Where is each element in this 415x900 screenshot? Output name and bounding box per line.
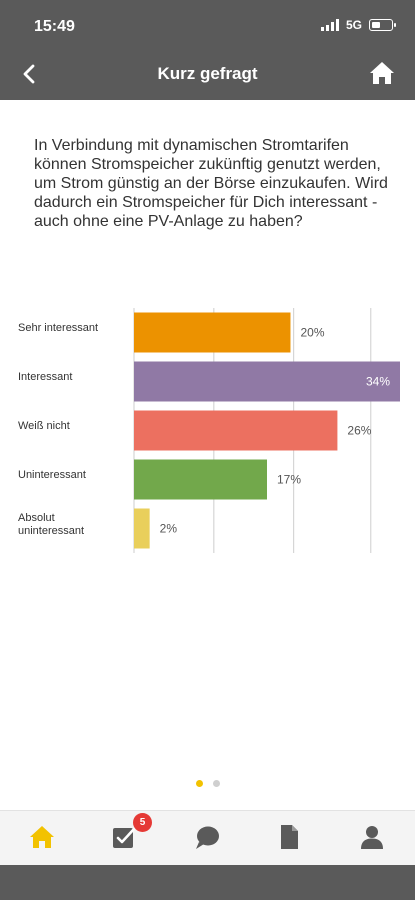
- battery-icon: [369, 19, 396, 31]
- poll-results-chart: 20% 34% 26% 17% 2% Sehr interessant Interessa…: [0, 300, 415, 570]
- network-type: 5G: [345, 18, 362, 32]
- notification-badge: 5: [133, 813, 152, 832]
- value-label: 26%: [347, 424, 371, 438]
- bar: [134, 410, 338, 451]
- home-icon: [370, 62, 394, 84]
- bar: [134, 508, 150, 549]
- tab-documents[interactable]: [275, 823, 303, 851]
- bar: [134, 459, 267, 500]
- value-label: 20%: [300, 326, 324, 340]
- tab-tasks[interactable]: 5: [110, 813, 152, 851]
- page-indicator: [0, 780, 415, 787]
- tab-home[interactable]: [28, 823, 56, 851]
- tab-profile[interactable]: [358, 823, 386, 851]
- category-label: Weiß nicht: [18, 420, 70, 432]
- value-label: 34%: [366, 375, 390, 389]
- signal-strength-icon: [320, 19, 339, 31]
- page-dot[interactable]: [212, 780, 220, 787]
- bar: [134, 361, 400, 402]
- chat-bubble-icon: [196, 826, 219, 849]
- document-icon: [281, 825, 298, 849]
- back-button[interactable]: [18, 62, 40, 86]
- tasks-check-icon: [113, 827, 136, 848]
- top-bar: 15:49 5G Kurz gefragt: [0, 0, 415, 100]
- value-label: 2%: [160, 522, 178, 536]
- category-label: Uninteressant: [18, 469, 86, 481]
- category-label: Interessant: [18, 371, 73, 383]
- poll-content: In Verbindung mit dynamischen Stromtarif…: [0, 100, 415, 810]
- category-label: Sehr interessant: [18, 322, 99, 334]
- user-profile-icon: [361, 826, 383, 849]
- bottom-tab-bar: 5: [0, 810, 415, 865]
- poll-question: In Verbindung mit dynamischen Stromtarif…: [34, 137, 388, 230]
- home-icon: [30, 826, 54, 848]
- page-dot[interactable]: [195, 780, 203, 787]
- status-time: 15:49: [34, 18, 75, 35]
- bar: [134, 312, 291, 353]
- home-button[interactable]: [369, 60, 395, 86]
- tab-chat[interactable]: [193, 823, 221, 851]
- page-title: Kurz gefragt: [157, 64, 258, 83]
- bar-chart-svg: 20% 34% 26% 17% 2%: [133, 308, 400, 553]
- system-home-area: [0, 865, 415, 900]
- category-label: Absolut uninteressant: [18, 511, 85, 537]
- status-indicators: 5G: [320, 18, 396, 32]
- value-label: 17%: [277, 473, 301, 487]
- chevron-left-icon: [23, 64, 35, 84]
